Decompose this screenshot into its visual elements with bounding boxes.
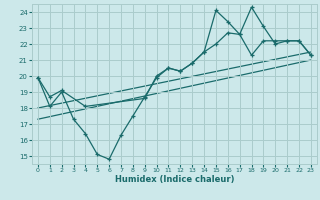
X-axis label: Humidex (Indice chaleur): Humidex (Indice chaleur) bbox=[115, 175, 234, 184]
